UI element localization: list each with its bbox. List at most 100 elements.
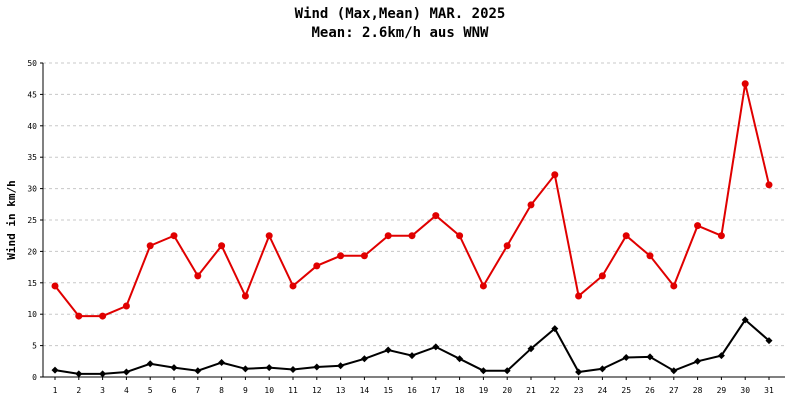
x-tick-label: 9 [243, 386, 248, 395]
data-point [717, 232, 725, 240]
data-point [99, 370, 107, 378]
data-point [646, 353, 654, 361]
x-tick-label: 31 [764, 386, 774, 395]
x-tick-label: 6 [172, 386, 177, 395]
data-point [51, 366, 59, 374]
y-tick-label: 20 [27, 247, 37, 256]
x-tick-label: 11 [288, 386, 298, 395]
x-tick-label: 3 [100, 386, 105, 395]
data-point [432, 343, 440, 351]
data-point [575, 368, 583, 376]
y-tick-label: 40 [27, 122, 37, 131]
data-point [313, 363, 321, 371]
data-point [598, 272, 606, 280]
x-tick-label: 20 [502, 386, 512, 395]
series-line [54, 318, 770, 375]
data-point [432, 212, 440, 220]
y-tick-label: 5 [32, 342, 37, 351]
y-tick-label: 30 [27, 185, 37, 194]
data-point [479, 282, 487, 290]
x-tick-label: 13 [336, 386, 346, 395]
x-tick-label: 2 [76, 386, 81, 395]
data-point [146, 242, 154, 250]
y-tick-label: 25 [27, 216, 37, 225]
data-point [384, 346, 392, 354]
data-point [122, 302, 130, 310]
y-tick-label: 10 [27, 310, 37, 319]
data-point [146, 360, 154, 368]
data-point [479, 367, 487, 375]
x-tick-label: 16 [407, 386, 417, 395]
y-tick-label: 50 [27, 59, 37, 68]
x-tick-label: 30 [740, 386, 750, 395]
data-point [170, 232, 178, 240]
data-point [622, 354, 630, 362]
x-tick-label: 29 [717, 386, 727, 395]
y-tick-label: 45 [27, 90, 37, 99]
x-tick-label: 17 [431, 386, 441, 395]
data-point [289, 282, 297, 290]
data-point [575, 292, 583, 300]
data-point [717, 352, 725, 360]
data-point [265, 364, 273, 372]
data-point [194, 272, 202, 280]
data-point [408, 232, 416, 240]
x-tick-label: 1 [53, 386, 58, 395]
data-point [337, 252, 345, 260]
y-tick-label: 0 [32, 373, 37, 382]
x-tick-label: 10 [264, 386, 274, 395]
data-point [646, 252, 654, 260]
y-axis-label: Wind in km/h [5, 180, 18, 259]
x-tick-label: 21 [526, 386, 536, 395]
data-point [75, 370, 83, 378]
data-point [408, 352, 416, 360]
x-tick-label: 27 [669, 386, 679, 395]
data-point [122, 368, 130, 376]
data-point [456, 232, 464, 240]
data-point [51, 282, 59, 290]
data-point [503, 367, 511, 375]
data-point [360, 252, 368, 260]
data-point [265, 232, 273, 240]
x-tick-label: 14 [360, 386, 370, 395]
data-point [360, 355, 368, 363]
grid-layer [43, 62, 785, 347]
data-point [694, 222, 702, 230]
data-point [99, 312, 107, 320]
data-point [551, 325, 559, 333]
data-point [218, 359, 226, 367]
x-tick-label: 7 [195, 386, 200, 395]
data-point [741, 80, 749, 88]
x-tick-label: 22 [550, 386, 560, 395]
data-point [194, 367, 202, 375]
series-layer [51, 80, 773, 378]
x-tick-label: 5 [148, 386, 153, 395]
data-point [218, 242, 226, 250]
x-tick-label: 8 [219, 386, 224, 395]
data-point [765, 337, 773, 345]
data-point [456, 355, 464, 363]
x-tick-label: 12 [312, 386, 322, 395]
data-point [75, 312, 83, 320]
chart-subtitle: Mean: 2.6km/h aus WNW [311, 25, 489, 41]
data-point [337, 362, 345, 370]
data-point [741, 316, 749, 324]
data-point [384, 232, 392, 240]
y-tick-label: 35 [27, 153, 37, 162]
x-tick-label: 4 [124, 386, 129, 395]
data-point [289, 365, 297, 373]
data-point [694, 357, 702, 365]
y-tick-label: 15 [27, 279, 37, 288]
x-tick-label: 23 [574, 386, 584, 395]
data-point [241, 365, 249, 373]
data-point [622, 232, 630, 240]
data-point [551, 171, 559, 179]
x-tick-label: 25 [621, 386, 631, 395]
data-point [527, 201, 535, 209]
data-point [765, 181, 773, 189]
x-tick-label: 18 [455, 386, 465, 395]
x-tick-label: 26 [645, 386, 655, 395]
data-point [170, 364, 178, 372]
